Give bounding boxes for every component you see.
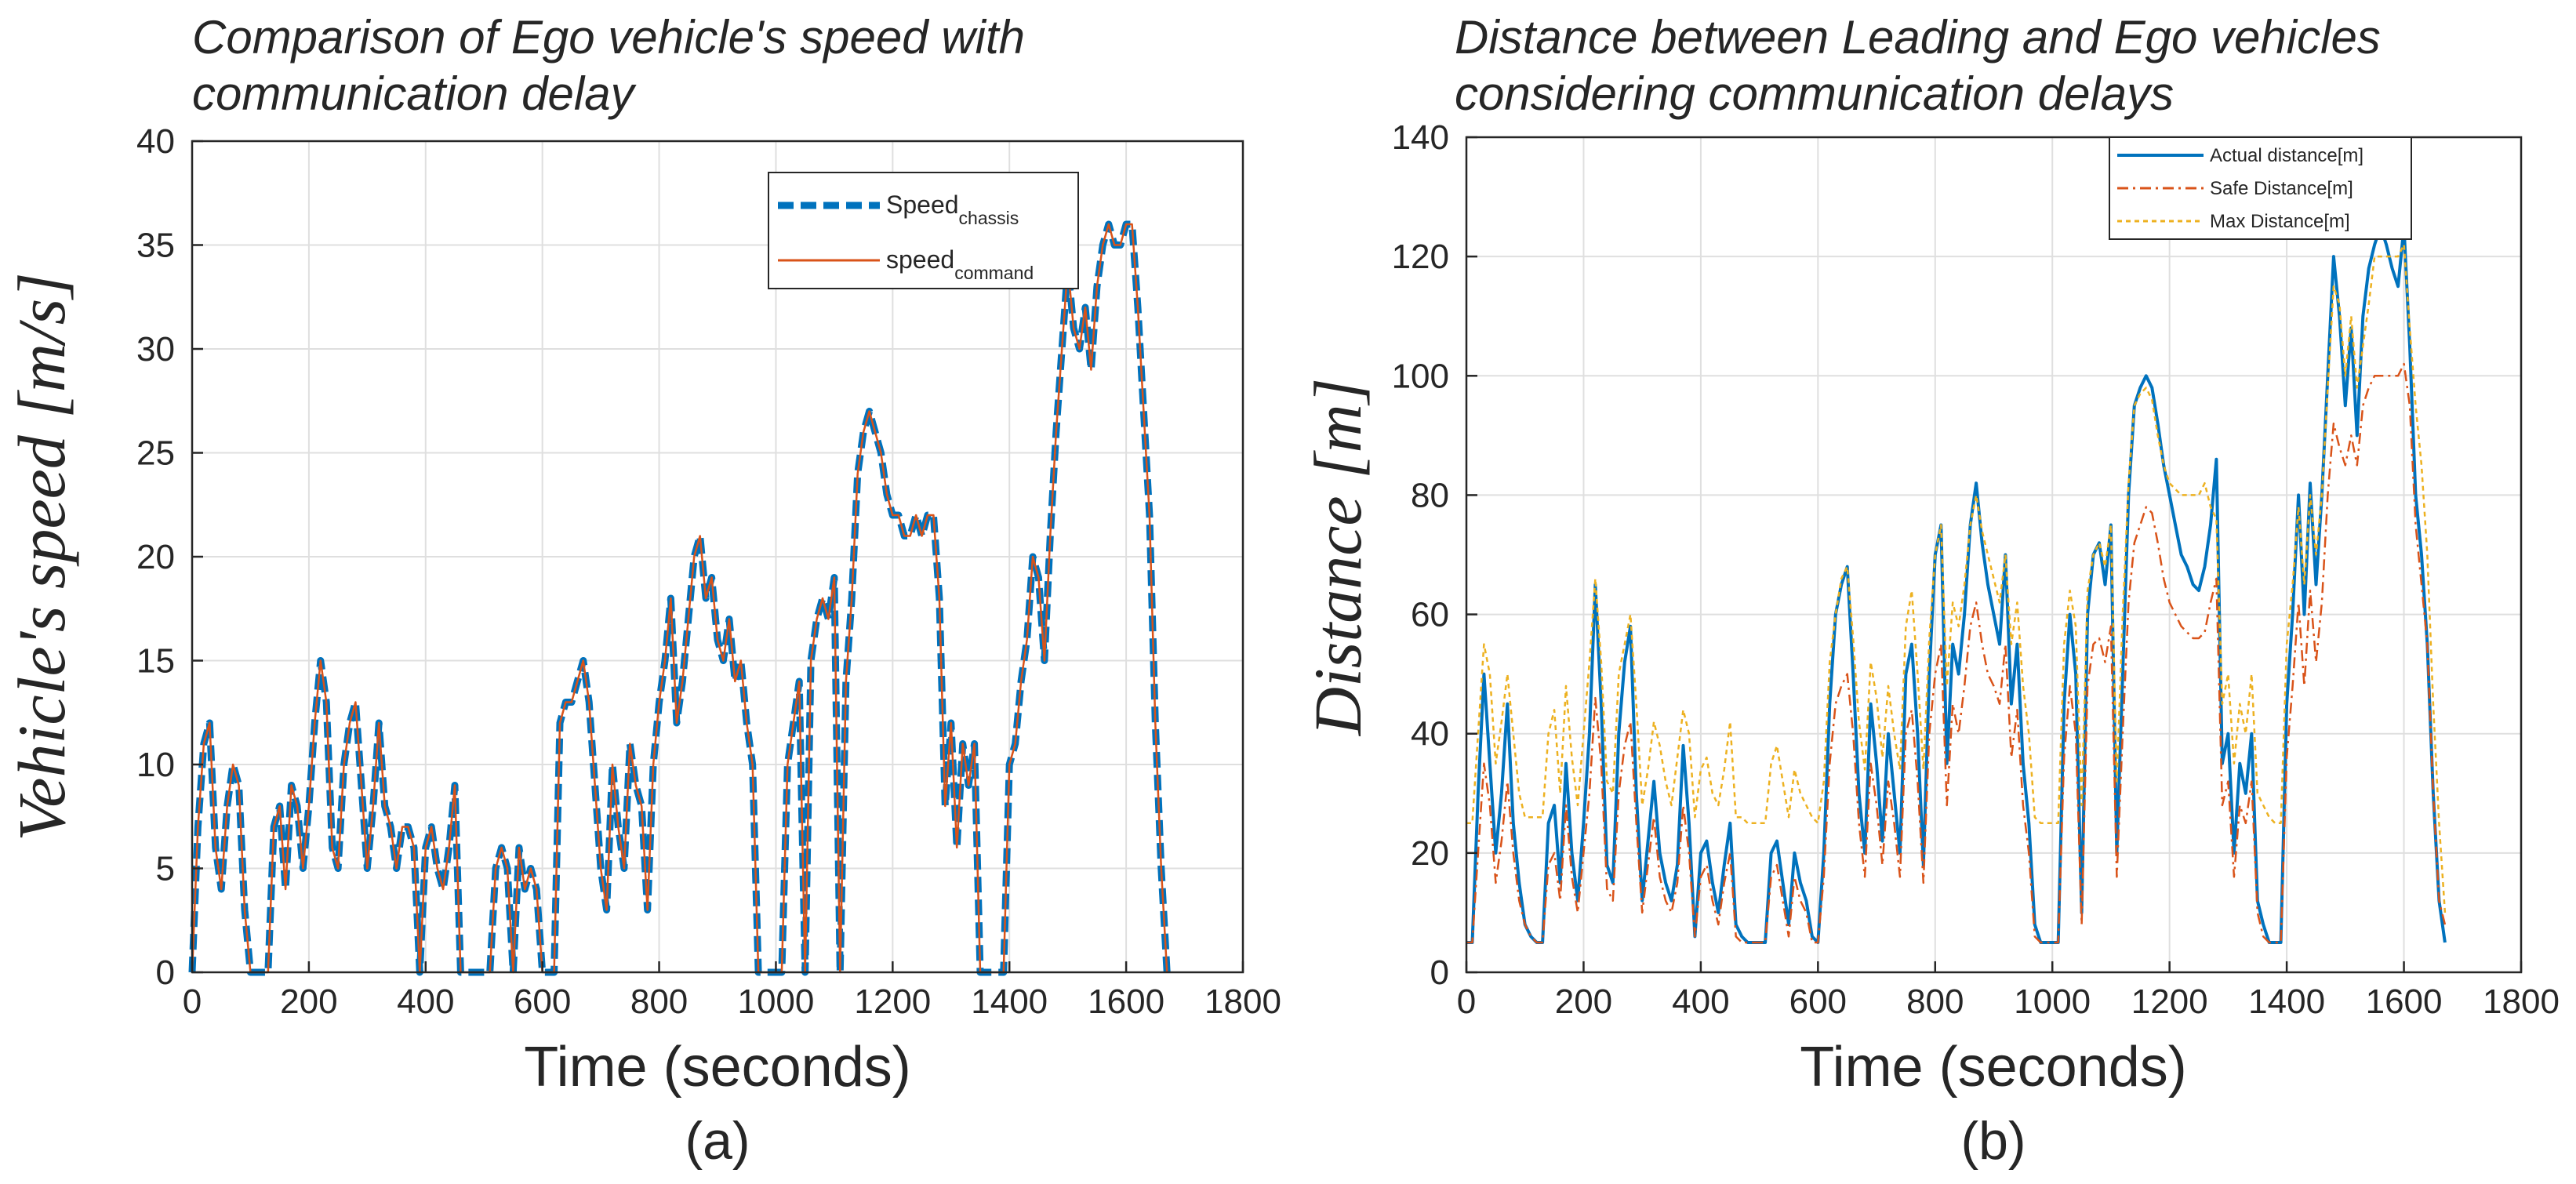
legend-label-speed-chassis: Speedchassis: [886, 191, 1019, 228]
legend-box: [768, 172, 1079, 289]
y-tick-label: 10: [136, 746, 175, 784]
y-tick-label: 25: [136, 434, 175, 473]
panel-label: (a): [685, 1111, 750, 1171]
x-tick-label: 400: [397, 982, 454, 1021]
x-tick-label: 1200: [854, 982, 931, 1021]
y-tick-label: 80: [1411, 476, 1449, 514]
x-axis-label: Time (seconds): [524, 1036, 910, 1099]
y-tick-label: 0: [156, 953, 175, 992]
series-line-safe-distance-m: [1466, 362, 2447, 944]
y-tick-label: 60: [1411, 596, 1449, 634]
legend-label-max-distance: Max Distance[m]: [2210, 211, 2350, 232]
x-tick-label: 1600: [1088, 982, 1164, 1021]
x-tick-label: 0: [1457, 982, 1476, 1021]
y-tick-label: 35: [136, 227, 175, 265]
legend: Actual distance[m] Safe Distance[m] Max …: [2109, 136, 2412, 240]
plot-lines: [188, 220, 1171, 976]
x-axis-label: Time (seconds): [1800, 1036, 2186, 1099]
chart-title-line-1: Comparison of Ego vehicle's speed with: [192, 11, 1025, 64]
chart-title-line-2: considering communication delays: [1455, 67, 2174, 120]
y-tick-label: 20: [136, 538, 175, 576]
y-tick-label: 5: [156, 850, 175, 888]
x-tick-label: 0: [183, 982, 202, 1021]
y-tick-label: 40: [136, 122, 175, 161]
axes-box: [1465, 136, 2523, 974]
x-tick-label: 600: [1789, 982, 1847, 1021]
x-tick-label: 1000: [737, 982, 814, 1021]
y-tick-label: 40: [1411, 715, 1449, 754]
chart-title-line-2: communication delay: [192, 67, 638, 120]
y-tick-label: 0: [1430, 953, 1449, 992]
panel-label: (b): [1960, 1111, 2026, 1171]
x-tick-label: 1400: [971, 982, 1048, 1021]
x-tick-label: 1400: [2248, 982, 2325, 1021]
x-tick-label: 800: [1906, 982, 1964, 1021]
grid: [1466, 136, 2522, 973]
series-line-speed-command: [191, 223, 1168, 974]
y-tick-label: 120: [1392, 238, 1449, 276]
series-line-actual-distance-m: [1466, 225, 2447, 944]
y-tick-label: 15: [136, 642, 175, 681]
x-tick-label: 1200: [2131, 982, 2208, 1021]
legend-label-speed-command: speedcommand: [886, 245, 1034, 283]
plot-lines: [1466, 225, 2447, 944]
x-tick-label: 800: [630, 982, 688, 1021]
y-tick-label: 20: [1411, 834, 1449, 873]
x-tick-label: 1600: [2366, 982, 2443, 1021]
legend-label-actual-distance: Actual distance[m]: [2210, 145, 2363, 166]
legend: Speedchassis speedcommand: [768, 172, 1079, 289]
distance-chart: Distance between Leading and Ego vehicle…: [1300, 11, 2560, 1171]
x-tick-label: 200: [280, 982, 337, 1021]
chart-title-line-1: Distance between Leading and Ego vehicle…: [1455, 11, 2381, 64]
y-tick-label: 30: [136, 330, 175, 369]
x-tick-label: 400: [1672, 982, 1729, 1021]
x-tick-label: 1000: [2014, 982, 2091, 1021]
series-line-max-distance-m: [1466, 243, 2447, 913]
x-tick-label: 1800: [1204, 982, 1281, 1021]
ticks: 0 200 400 600 800 1000 1200 1400 1600 1800 0 20 40 60…: [1392, 118, 2560, 1021]
speed-chart: Comparison of Ego vehicle's speed with c…: [4, 11, 1281, 1171]
legend-label-safe-distance: Safe Distance[m]: [2210, 178, 2353, 199]
grid: [191, 140, 1244, 973]
x-tick-label: 600: [514, 982, 571, 1021]
x-tick-label: 1800: [2483, 982, 2560, 1021]
y-axis-label: Vehicle's speed [m/s]: [4, 272, 79, 841]
x-tick-label: 200: [1555, 982, 1612, 1021]
y-tick-label: 140: [1392, 118, 1449, 157]
y-axis-label: Distance [m]: [1300, 378, 1375, 736]
ticks: 0 200 400 600 800 1000 1200 1400 1600 1800 0 5 10 15 2…: [136, 122, 1281, 1021]
y-tick-label: 100: [1392, 357, 1449, 395]
